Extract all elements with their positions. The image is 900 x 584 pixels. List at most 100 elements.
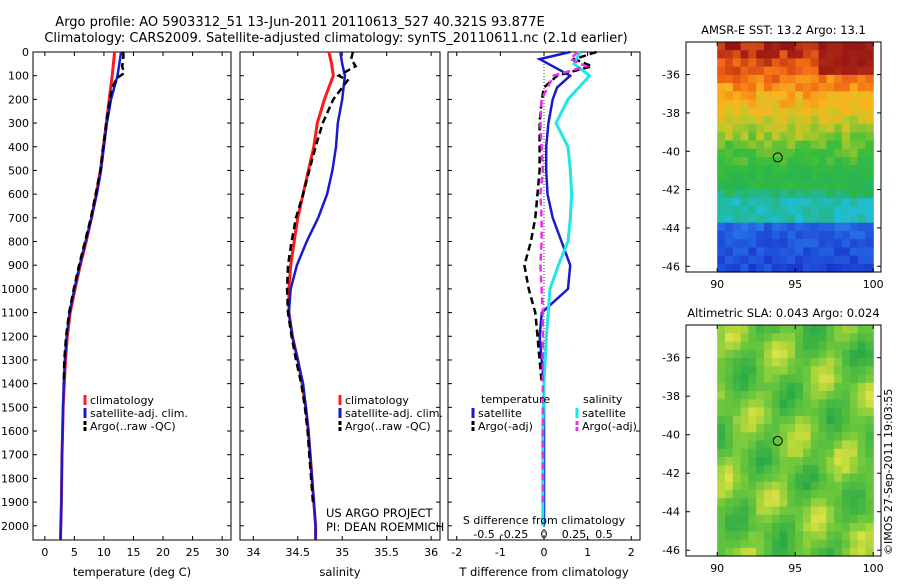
heat-cell <box>810 457 820 466</box>
heat-cell <box>810 382 820 392</box>
heat-cell <box>810 173 820 183</box>
heat-cell <box>834 514 843 524</box>
heat-cell <box>842 506 851 516</box>
heat-cell <box>849 523 859 532</box>
heat-cell <box>818 440 827 450</box>
heat-cell <box>795 514 804 524</box>
heat-cell <box>764 333 773 343</box>
heat-cell <box>732 366 742 376</box>
heat-cell <box>717 391 726 400</box>
heat-cell <box>849 148 859 158</box>
heat-cell <box>756 325 765 334</box>
heat-cell <box>857 399 866 409</box>
heat-cell <box>717 490 726 499</box>
heat-cell <box>779 391 788 400</box>
heat-cell <box>764 198 773 207</box>
heat-cell <box>818 58 827 68</box>
heat-cell <box>725 83 734 92</box>
heat-cell <box>732 214 742 224</box>
heat-cell <box>779 407 788 417</box>
heat-cell <box>810 83 820 92</box>
heat-cell <box>764 255 773 265</box>
heat-cell <box>795 124 804 133</box>
heat-cell <box>748 498 757 508</box>
heat-cell <box>857 239 866 248</box>
heat-cell <box>748 440 757 450</box>
heat-cell <box>842 374 851 384</box>
heat-cell <box>740 115 749 125</box>
heat-cell <box>779 42 788 51</box>
heat-cell <box>803 132 812 142</box>
heat-cell <box>787 391 796 400</box>
depth-tick-label: 1600 <box>1 425 29 438</box>
heat-cell <box>787 181 796 191</box>
heat-cell <box>748 255 757 265</box>
heat-cell <box>795 157 804 166</box>
heat-cell <box>764 473 773 483</box>
heat-cell <box>740 74 749 84</box>
heat-cell <box>857 165 866 174</box>
heat-cell <box>771 42 781 51</box>
heat-cell <box>779 239 788 248</box>
heat-cell <box>849 247 859 257</box>
heat-cell <box>865 473 874 483</box>
heat-cell <box>849 498 859 508</box>
heat-cell <box>857 115 866 125</box>
heat-cell <box>725 42 734 51</box>
heat-cell <box>795 239 804 248</box>
heat-cell <box>826 107 835 117</box>
heat-cell <box>771 66 781 76</box>
heat-cell <box>756 189 765 199</box>
heat-cell <box>748 366 757 376</box>
heat-cell <box>834 181 843 191</box>
heat-cell <box>834 107 843 117</box>
heat-cell <box>849 74 859 84</box>
heat-cell <box>764 399 773 409</box>
heat-cell <box>740 407 749 417</box>
heat-cell <box>810 374 820 384</box>
heat-cell <box>857 255 866 265</box>
heat-cell <box>842 74 851 84</box>
lat-tick-label: -44 <box>662 222 680 235</box>
heat-cell <box>810 358 820 367</box>
heat-cell <box>795 432 804 442</box>
heat-cell <box>732 514 742 524</box>
heat-cell <box>865 325 874 334</box>
heat-cell <box>826 473 835 483</box>
heat-cell <box>810 107 820 117</box>
heat-cell <box>740 547 749 557</box>
heat-cell <box>849 99 859 109</box>
heat-cell <box>740 341 749 351</box>
heat-cell <box>725 382 734 392</box>
heat-cell <box>795 140 804 150</box>
heat-cell <box>842 157 851 166</box>
heat-cell <box>826 255 835 265</box>
heat-cell <box>849 140 859 150</box>
heat-cell <box>849 124 859 133</box>
heat-cell <box>803 230 812 240</box>
heat-cell <box>748 148 757 158</box>
heat-cell <box>803 349 812 359</box>
heat-cell <box>756 498 765 508</box>
heat-cell <box>779 374 788 384</box>
x-axis-label: T difference from climatology <box>458 565 629 579</box>
heat-cell <box>787 424 796 433</box>
x-axis-label: salinity <box>319 565 360 579</box>
heat-cell <box>748 263 757 273</box>
heat-cell <box>810 539 820 549</box>
heat-cell <box>717 440 726 450</box>
heat-cell <box>771 83 781 92</box>
heat-cell <box>717 473 726 483</box>
heat-cell <box>740 325 749 334</box>
heat-cell <box>865 140 874 150</box>
heat-cell <box>740 66 749 76</box>
heat-cell <box>748 349 757 359</box>
lat-tick-label: -44 <box>662 506 680 519</box>
heat-cell <box>732 124 742 133</box>
heat-cell <box>818 255 827 265</box>
heat-cell <box>849 206 859 216</box>
heat-cell <box>732 465 742 475</box>
heat-cell <box>732 498 742 508</box>
heat-cell <box>795 415 804 425</box>
heat-cell <box>857 366 866 376</box>
